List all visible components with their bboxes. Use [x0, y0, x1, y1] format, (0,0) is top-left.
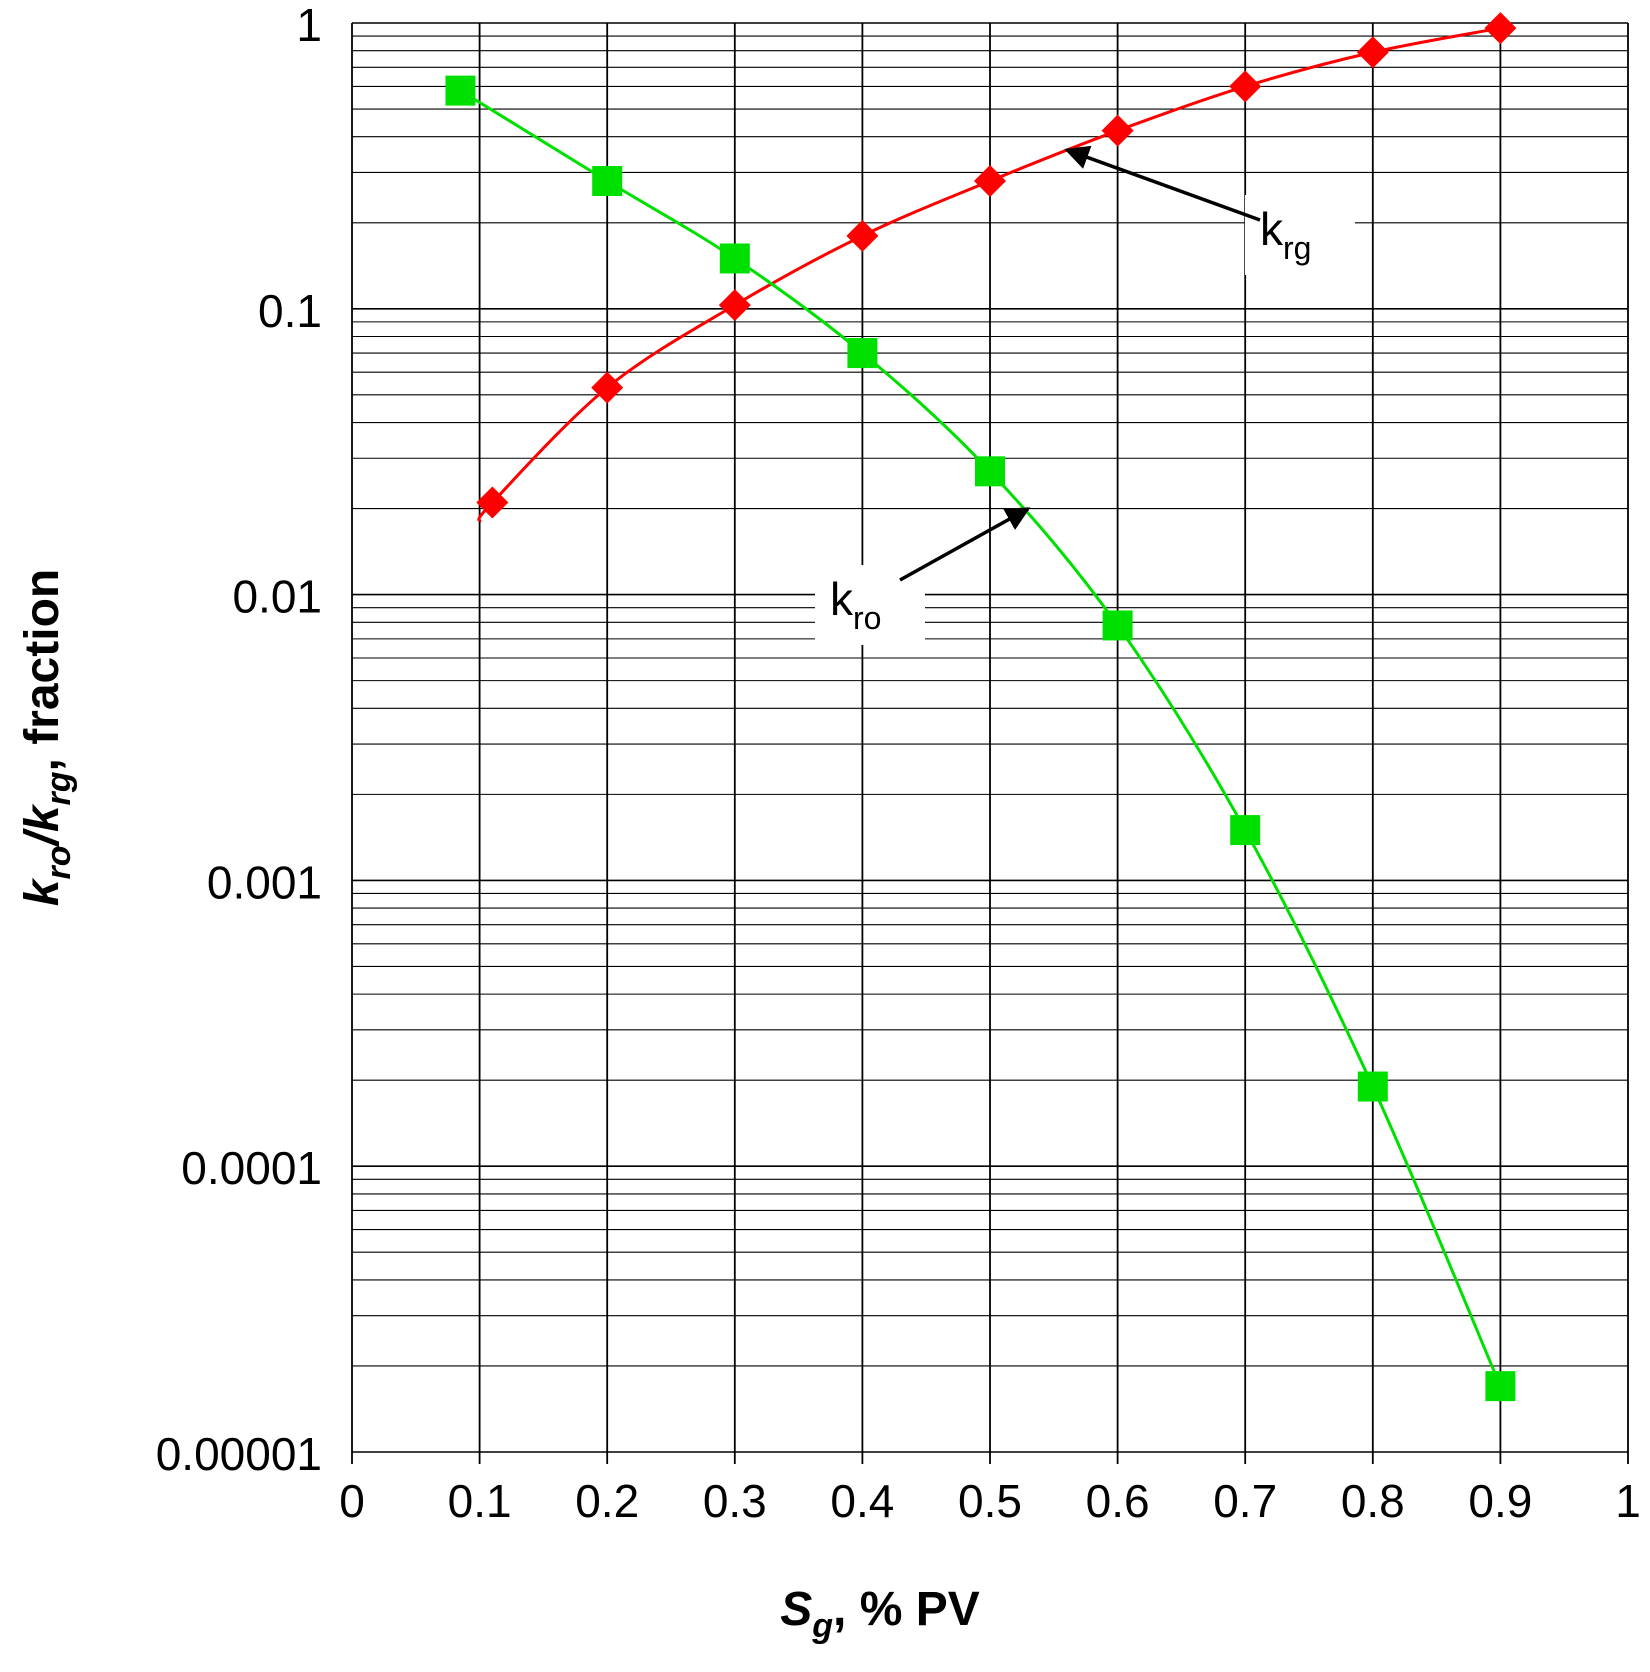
data-point-krg [974, 165, 1006, 198]
x-title-main: S [780, 1583, 812, 1636]
data-point-kro [1357, 1071, 1388, 1102]
annotation-arrow [1064, 145, 1261, 222]
x-tick-label: 1 [1615, 1475, 1641, 1527]
data-point-krg [846, 219, 879, 252]
x-tick-label: 0.8 [1341, 1475, 1405, 1527]
y-tick-label: 0.0001 [181, 1142, 322, 1194]
data-point-kro [592, 166, 623, 197]
data-point-kro [1485, 1371, 1516, 1402]
x-title-rest: , % PV [833, 1583, 980, 1636]
x-tick-label: 0.3 [703, 1475, 767, 1527]
annotation-arrow [899, 507, 1031, 582]
y-title-rest: , fraction [16, 569, 69, 772]
x-tick-label: 0.4 [830, 1475, 894, 1527]
data-point-krg [718, 289, 751, 322]
series-line-kro [459, 89, 1502, 1387]
y-axis-title: kro/krg, fraction [16, 569, 78, 906]
x-axis-title: Sg, % PV [780, 1583, 980, 1645]
data-point-kro [719, 243, 750, 274]
grid [351, 22, 1629, 1464]
annotation-bg [1245, 195, 1355, 275]
x-tick-label: 0.5 [958, 1475, 1022, 1527]
y-title-b: k [16, 803, 69, 832]
y-tick-label: 0.00001 [156, 1428, 322, 1480]
x-tick-label: 0.2 [575, 1475, 639, 1527]
y-title-a-sub: ro [40, 846, 78, 880]
data-point-krg [1229, 70, 1262, 103]
annotation-label-krg: krg [1260, 203, 1311, 266]
x-title-sub: g [811, 1607, 833, 1645]
data-point-kro [445, 75, 476, 106]
annotation-label-kro: kro [830, 573, 881, 636]
y-title-slash: / [16, 828, 69, 848]
data-point-kro [847, 338, 878, 369]
data-point-kro [1230, 815, 1261, 846]
y-title-b-sub: rg [40, 771, 78, 805]
data-point-kro [1102, 610, 1133, 641]
series-line-krg [477, 26, 1501, 523]
x-tick-label: 0.6 [1086, 1475, 1150, 1527]
x-tick-label: 0.9 [1468, 1475, 1532, 1527]
tick-labels: 0 0.1 0.2 0.3 0.4 0.5 0.6 0.7 0.8 0.9 1 1 0.1 0.01 0.0… [156, 0, 1641, 1527]
data-point-krg [1356, 36, 1389, 69]
x-tick-label: 0 [339, 1475, 365, 1527]
series-layer [445, 12, 1517, 1402]
data-point-krg [1101, 114, 1134, 147]
y-tick-label: 0.001 [207, 856, 322, 908]
x-tick-label: 0.1 [448, 1475, 512, 1527]
annotations: krg kro [815, 145, 1355, 645]
y-title-a: k [16, 877, 69, 906]
annotation-bg [815, 565, 925, 645]
x-tick-label: 0.7 [1213, 1475, 1277, 1527]
data-point-krg [591, 371, 624, 404]
y-tick-label: 0.1 [258, 285, 322, 337]
data-point-kro [975, 456, 1005, 487]
data-point-krg [476, 486, 509, 519]
data-point-krg [1484, 12, 1517, 45]
y-tick-label: 0.01 [232, 571, 322, 623]
y-tick-label: 1 [296, 0, 322, 51]
